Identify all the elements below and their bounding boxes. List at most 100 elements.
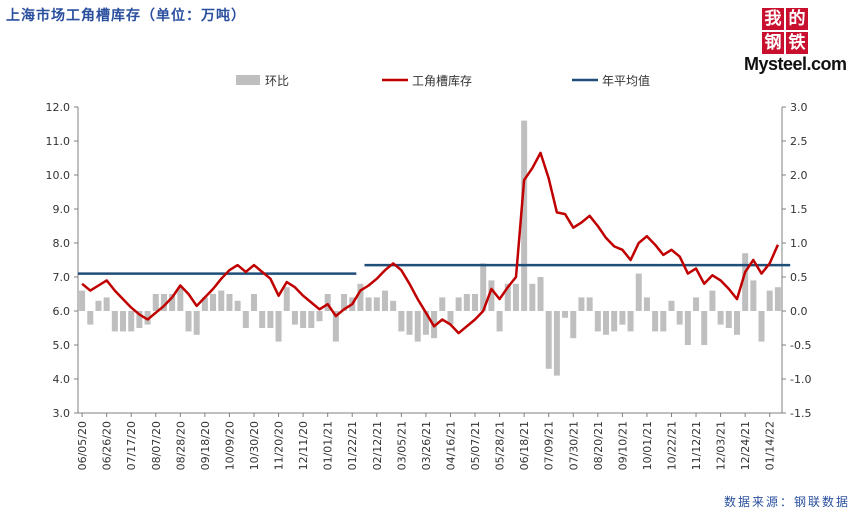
bar-mark: [463, 294, 470, 311]
x-tick-label: 05/28/21: [494, 421, 507, 470]
bar-mark: [226, 294, 233, 311]
bar-mark: [324, 294, 331, 311]
bar-mark: [709, 290, 716, 311]
y-tick-label-right: 1.0: [790, 237, 808, 250]
y-tick-label-left: 5.0: [53, 339, 71, 352]
x-tick-label: 12/03/21: [715, 421, 728, 470]
bar-mark: [521, 120, 528, 311]
x-tick-label: 10/30/20: [248, 421, 261, 470]
line-series: [78, 151, 791, 335]
x-tick-label: 03/26/21: [420, 421, 433, 470]
x-tick-label: 05/07/21: [469, 421, 482, 470]
bar-mark: [643, 297, 650, 311]
bar-mark: [193, 311, 200, 335]
logo-char: 铁: [786, 32, 808, 54]
bar-mark: [201, 297, 208, 311]
bar-mark: [341, 294, 348, 311]
bar-mark: [398, 311, 405, 332]
logo-char: 钢: [762, 32, 784, 54]
x-tick-label: 02/12/21: [371, 421, 384, 470]
bar-mark: [611, 311, 618, 332]
legend-swatch-bar: [236, 75, 260, 85]
bar-mark: [684, 311, 691, 345]
x-tick-label: 06/26/20: [101, 421, 114, 470]
bar-mark: [758, 311, 765, 342]
bar-mark: [291, 311, 298, 325]
x-tick-label: 07/17/20: [125, 421, 138, 470]
bar-mark: [570, 311, 577, 339]
inventory-line: [81, 151, 780, 335]
bar-mark: [652, 311, 659, 332]
bar-mark: [676, 311, 683, 325]
bar-mark: [439, 297, 446, 311]
legend: 环比 工角槽库存 年平均值: [236, 73, 650, 88]
bar-mark: [160, 294, 167, 311]
bar-mark: [365, 297, 372, 311]
y-tick-label-right: 1.5: [790, 203, 808, 216]
bar-mark: [553, 311, 560, 376]
bar-mark: [103, 297, 110, 311]
y-tick-label-left: 10.0: [46, 169, 71, 182]
legend-label-inventory: 工角槽库存: [412, 73, 472, 88]
bar-mark: [422, 311, 429, 335]
y-tick-label-right: -1.0: [790, 373, 811, 386]
bar-mark: [619, 311, 626, 325]
logo-char: 的: [786, 8, 808, 30]
y-tick-label-left: 12.0: [46, 101, 71, 114]
bar-mark: [308, 311, 315, 328]
bar-mark: [635, 273, 642, 311]
bar-mark: [488, 280, 495, 311]
axes: 12.0 11.0 10.0 9.0 8.0 7.0 6.0 5.0 4.0 3.0 3.0 2.5 2…: [46, 101, 812, 470]
y-tick-label-left: 11.0: [46, 135, 71, 148]
bar-mark: [512, 283, 519, 311]
x-tick-label: 07/09/21: [543, 421, 556, 470]
bar-mark: [275, 311, 282, 342]
bar-mark: [693, 297, 700, 311]
x-tick-label: 08/20/21: [592, 421, 605, 470]
bar-mark: [210, 294, 217, 311]
bar-mark: [259, 311, 266, 328]
bar-mark: [455, 297, 462, 311]
bar-mark: [242, 311, 249, 328]
bar-mark: [144, 311, 151, 325]
x-tick-label: 01/01/21: [322, 421, 335, 470]
bar-mark: [537, 277, 544, 311]
x-tick-label: 01/14/22: [764, 421, 777, 470]
y-tick-label-left: 8.0: [53, 237, 71, 250]
y-tick-label-right: 3.0: [790, 101, 808, 114]
bar-mark: [128, 311, 135, 332]
bar-mark: [725, 311, 732, 328]
bar-mark: [447, 311, 454, 325]
bar-mark: [594, 311, 601, 332]
bar-mark: [316, 311, 323, 322]
bar-mark: [87, 311, 94, 325]
bar-mark: [603, 311, 609, 335]
bar-mark: [111, 311, 118, 332]
y-tick-label-right: 2.0: [790, 169, 808, 182]
bar-mark: [472, 294, 479, 311]
bar-mark: [504, 283, 511, 311]
bar-mark: [357, 283, 364, 311]
x-tick-label: 04/16/21: [444, 421, 457, 470]
x-tick-label: 06/05/20: [76, 421, 89, 470]
bar-mark: [733, 311, 740, 335]
bar-mark: [332, 311, 339, 342]
x-tick-label: 08/28/20: [174, 421, 187, 470]
bar-mark: [79, 290, 86, 311]
bar-mark: [480, 263, 487, 311]
bar-mark: [586, 297, 593, 311]
x-tick-label: 08/07/20: [150, 421, 163, 470]
bar-series: [79, 120, 781, 376]
x-tick-label: 01/22/21: [346, 421, 359, 470]
y-tick-label-left: 7.0: [53, 271, 71, 284]
chart-title: 上海市场工角槽库存（单位：万吨）: [6, 8, 246, 24]
bar-mark: [496, 311, 503, 332]
x-tick-label: 10/22/21: [665, 421, 678, 470]
y-tick-label-right: 2.5: [790, 135, 808, 148]
bar-mark: [701, 311, 708, 345]
mysteel-logo: 我 的 钢 铁 Mysteel.com: [744, 6, 856, 78]
bar-mark: [283, 287, 290, 311]
bar-mark: [390, 300, 397, 311]
bar-mark: [381, 290, 388, 311]
